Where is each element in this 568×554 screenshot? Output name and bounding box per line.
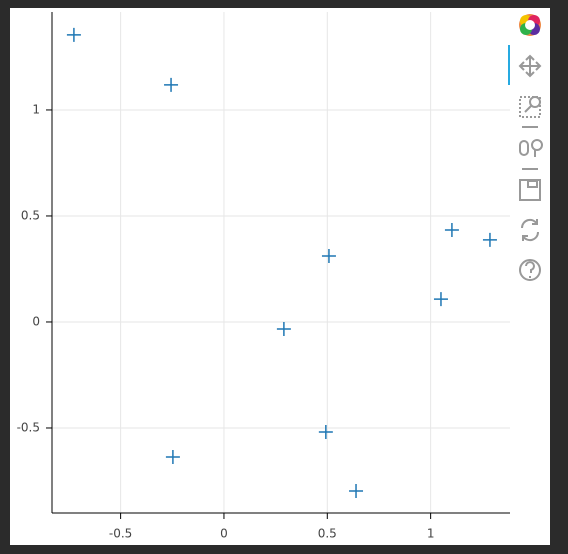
- marker: [165, 450, 180, 465]
- marker: [66, 27, 81, 42]
- x-tick-label: 0: [220, 527, 228, 541]
- x-tick-label: 1: [427, 527, 435, 541]
- marker: [321, 249, 336, 264]
- x-tick-label: -0.5: [109, 527, 132, 541]
- reset-tool[interactable]: [520, 218, 540, 242]
- y-tick-label: 0: [32, 314, 40, 328]
- y-tick-label: -0.5: [17, 420, 40, 434]
- plot-area: -0.5 0 0.5 1 -0.5 0 0.5 1: [17, 12, 510, 541]
- toolbar: [508, 14, 543, 281]
- help-tool[interactable]: [519, 259, 541, 281]
- x-tick-label: 0.5: [318, 527, 337, 541]
- y-tick-label: 1: [32, 102, 40, 116]
- marker: [433, 292, 448, 307]
- marker: [164, 77, 179, 92]
- marker: [349, 483, 364, 498]
- active-tool-indicator: [508, 45, 510, 85]
- marker: [444, 222, 459, 237]
- bokeh-logo[interactable]: [519, 14, 541, 36]
- plot-background: [10, 8, 550, 545]
- pan-tool[interactable]: [518, 54, 542, 78]
- marker: [276, 321, 291, 336]
- toolbar-divider: [522, 126, 538, 170]
- y-tick-label: 0.5: [21, 208, 40, 222]
- wheel-zoom-tool[interactable]: [519, 139, 543, 157]
- save-tool[interactable]: [519, 179, 541, 201]
- marker: [482, 232, 497, 247]
- marker: [318, 425, 333, 440]
- box-zoom-tool[interactable]: [519, 96, 541, 118]
